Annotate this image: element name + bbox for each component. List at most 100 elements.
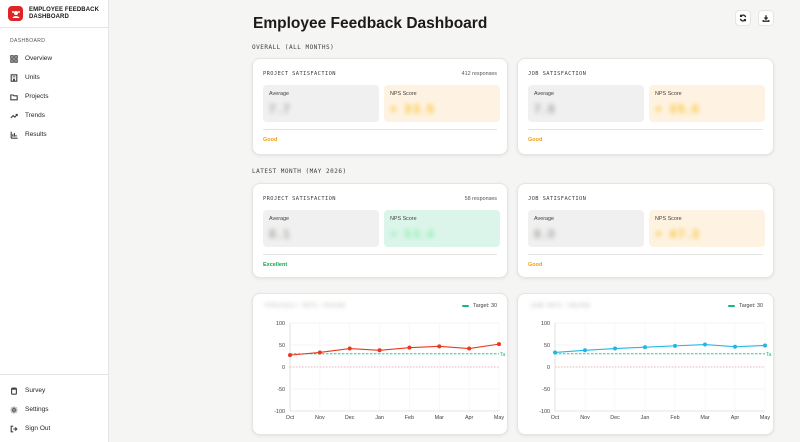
latest-job-card: JOB SATISFACTION Average 8.0 NPS Score +… xyxy=(517,183,774,278)
y-tick-label: -50 xyxy=(277,387,285,393)
target-line-label: Ta xyxy=(766,352,772,358)
overall-job-card: JOB SATISFACTION Average 7.8 NPS Score +… xyxy=(517,58,774,155)
sidebar-item-survey[interactable]: Survey xyxy=(0,381,108,400)
sidebar: EMPLOYEE FEEDBACK DASHBOARD DASHBOARD Ov… xyxy=(0,0,109,442)
metric-value: + 47.3 xyxy=(655,227,701,241)
sidebar-item-sign-out[interactable]: Sign Out xyxy=(0,419,108,438)
metric-label: Average xyxy=(534,91,554,97)
metric-label: NPS Score xyxy=(390,91,417,97)
sidebar-item-results[interactable]: Results xyxy=(0,125,108,144)
average-metric: Average 7.7 xyxy=(263,85,379,122)
clipboard-icon xyxy=(11,387,17,395)
nps-metric: NPS Score + 33.5 xyxy=(384,85,500,122)
sidebar-item-trends[interactable]: Trends xyxy=(0,106,108,125)
y-tick-label: 100 xyxy=(541,321,550,327)
x-tick-label: Dec xyxy=(345,415,355,421)
bar-chart-icon xyxy=(10,131,18,139)
project-trend-chart-card: PROJECT NPS TREND Target: 30 100 50 0 -50 -1… xyxy=(252,293,508,435)
folder-icon xyxy=(10,93,18,100)
x-tick-label: Apr xyxy=(465,415,474,421)
data-point xyxy=(347,346,352,351)
chart-title: JOB NPS TREND xyxy=(530,303,591,309)
download-icon xyxy=(762,15,770,22)
chart-legend: Target: 30 xyxy=(728,303,763,309)
refresh-button[interactable] xyxy=(735,10,751,26)
data-point xyxy=(583,348,587,353)
x-tick-label: Mar xyxy=(435,415,444,421)
metric-label: NPS Score xyxy=(655,91,682,97)
data-point xyxy=(407,345,412,350)
sidebar-item-label: Results xyxy=(25,131,47,138)
gear-icon xyxy=(10,406,18,413)
sidebar-item-label: Survey xyxy=(25,387,46,394)
average-metric: Average 7.8 xyxy=(528,85,644,122)
data-point xyxy=(497,342,501,347)
x-tick-label: Feb xyxy=(670,415,679,421)
card-divider xyxy=(528,254,763,255)
average-metric: Average 8.1 xyxy=(263,210,379,247)
series-line xyxy=(554,344,766,354)
data-point xyxy=(553,350,557,355)
data-point xyxy=(613,346,617,351)
grid-icon xyxy=(10,54,18,63)
card-title: PROJECT SATISFACTION xyxy=(263,196,336,202)
data-point xyxy=(733,344,737,349)
sidebar-bottom: Survey Settings Sign Out xyxy=(0,374,108,442)
y-tick-label: 100 xyxy=(276,321,285,327)
sidebar-item-projects[interactable]: Projects xyxy=(0,87,108,106)
main-content: Employee Feedback Dashboard OVERALL (ALL… xyxy=(109,0,800,442)
card-title: JOB SATISFACTION xyxy=(528,71,587,77)
trend-icon xyxy=(10,113,18,118)
data-point xyxy=(763,343,767,348)
y-tick-label: -100 xyxy=(274,409,285,415)
nps-metric: NPS Score + 53.4 xyxy=(384,210,500,247)
data-point xyxy=(467,346,472,351)
refresh-icon xyxy=(739,14,747,22)
data-point xyxy=(643,345,647,350)
data-point xyxy=(317,350,322,355)
metric-label: Average xyxy=(269,91,289,97)
x-tick-label: May xyxy=(760,415,770,421)
x-tick-label: Feb xyxy=(405,415,414,421)
download-button[interactable] xyxy=(758,10,774,26)
status-label: Good xyxy=(528,137,543,143)
card-title: PROJECT SATISFACTION xyxy=(263,71,336,77)
card-divider xyxy=(263,254,497,255)
x-tick-label: May xyxy=(494,415,504,421)
response-count: 58 responses xyxy=(464,196,497,202)
sidebar-item-overview[interactable]: Overview xyxy=(0,49,108,68)
chart-title: PROJECT NPS TREND xyxy=(265,303,347,309)
sidebar-item-units[interactable]: Units xyxy=(0,68,108,87)
y-tick-label: -50 xyxy=(542,387,550,393)
y-tick-label: 0 xyxy=(547,365,550,371)
metric-label: NPS Score xyxy=(390,216,417,222)
status-label: Excellent xyxy=(263,262,288,268)
data-point xyxy=(377,348,382,353)
data-point xyxy=(703,342,707,347)
data-point xyxy=(437,344,442,349)
section-label-latest: LATEST MONTH (MAY 2026) xyxy=(252,168,347,175)
x-tick-label: Jan xyxy=(375,415,384,421)
metric-value: + 35.0 xyxy=(655,102,701,116)
x-tick-label: Nov xyxy=(315,415,325,421)
metric-label: NPS Score xyxy=(655,216,682,222)
data-point xyxy=(288,353,292,358)
sidebar-item-label: Overview xyxy=(25,55,53,62)
latest-project-card: PROJECT SATISFACTION 58 responses Averag… xyxy=(252,183,508,278)
sidebar-item-settings[interactable]: Settings xyxy=(0,400,108,419)
metric-label: Average xyxy=(269,216,289,222)
page-title: Employee Feedback Dashboard xyxy=(253,15,488,32)
sign-out-icon xyxy=(10,425,18,432)
target-line-label: Ta xyxy=(500,352,506,358)
series-line xyxy=(289,343,500,356)
metric-value: 8.0 xyxy=(534,227,557,241)
metric-value: 8.1 xyxy=(269,227,292,241)
card-divider xyxy=(528,129,763,130)
status-label: Good xyxy=(528,262,543,268)
average-metric: Average 8.0 xyxy=(528,210,644,247)
x-tick-label: Apr xyxy=(731,415,740,421)
nav-section-label: DASHBOARD xyxy=(10,38,46,44)
metric-label: Average xyxy=(534,216,554,222)
sidebar-item-label: Projects xyxy=(25,93,49,100)
